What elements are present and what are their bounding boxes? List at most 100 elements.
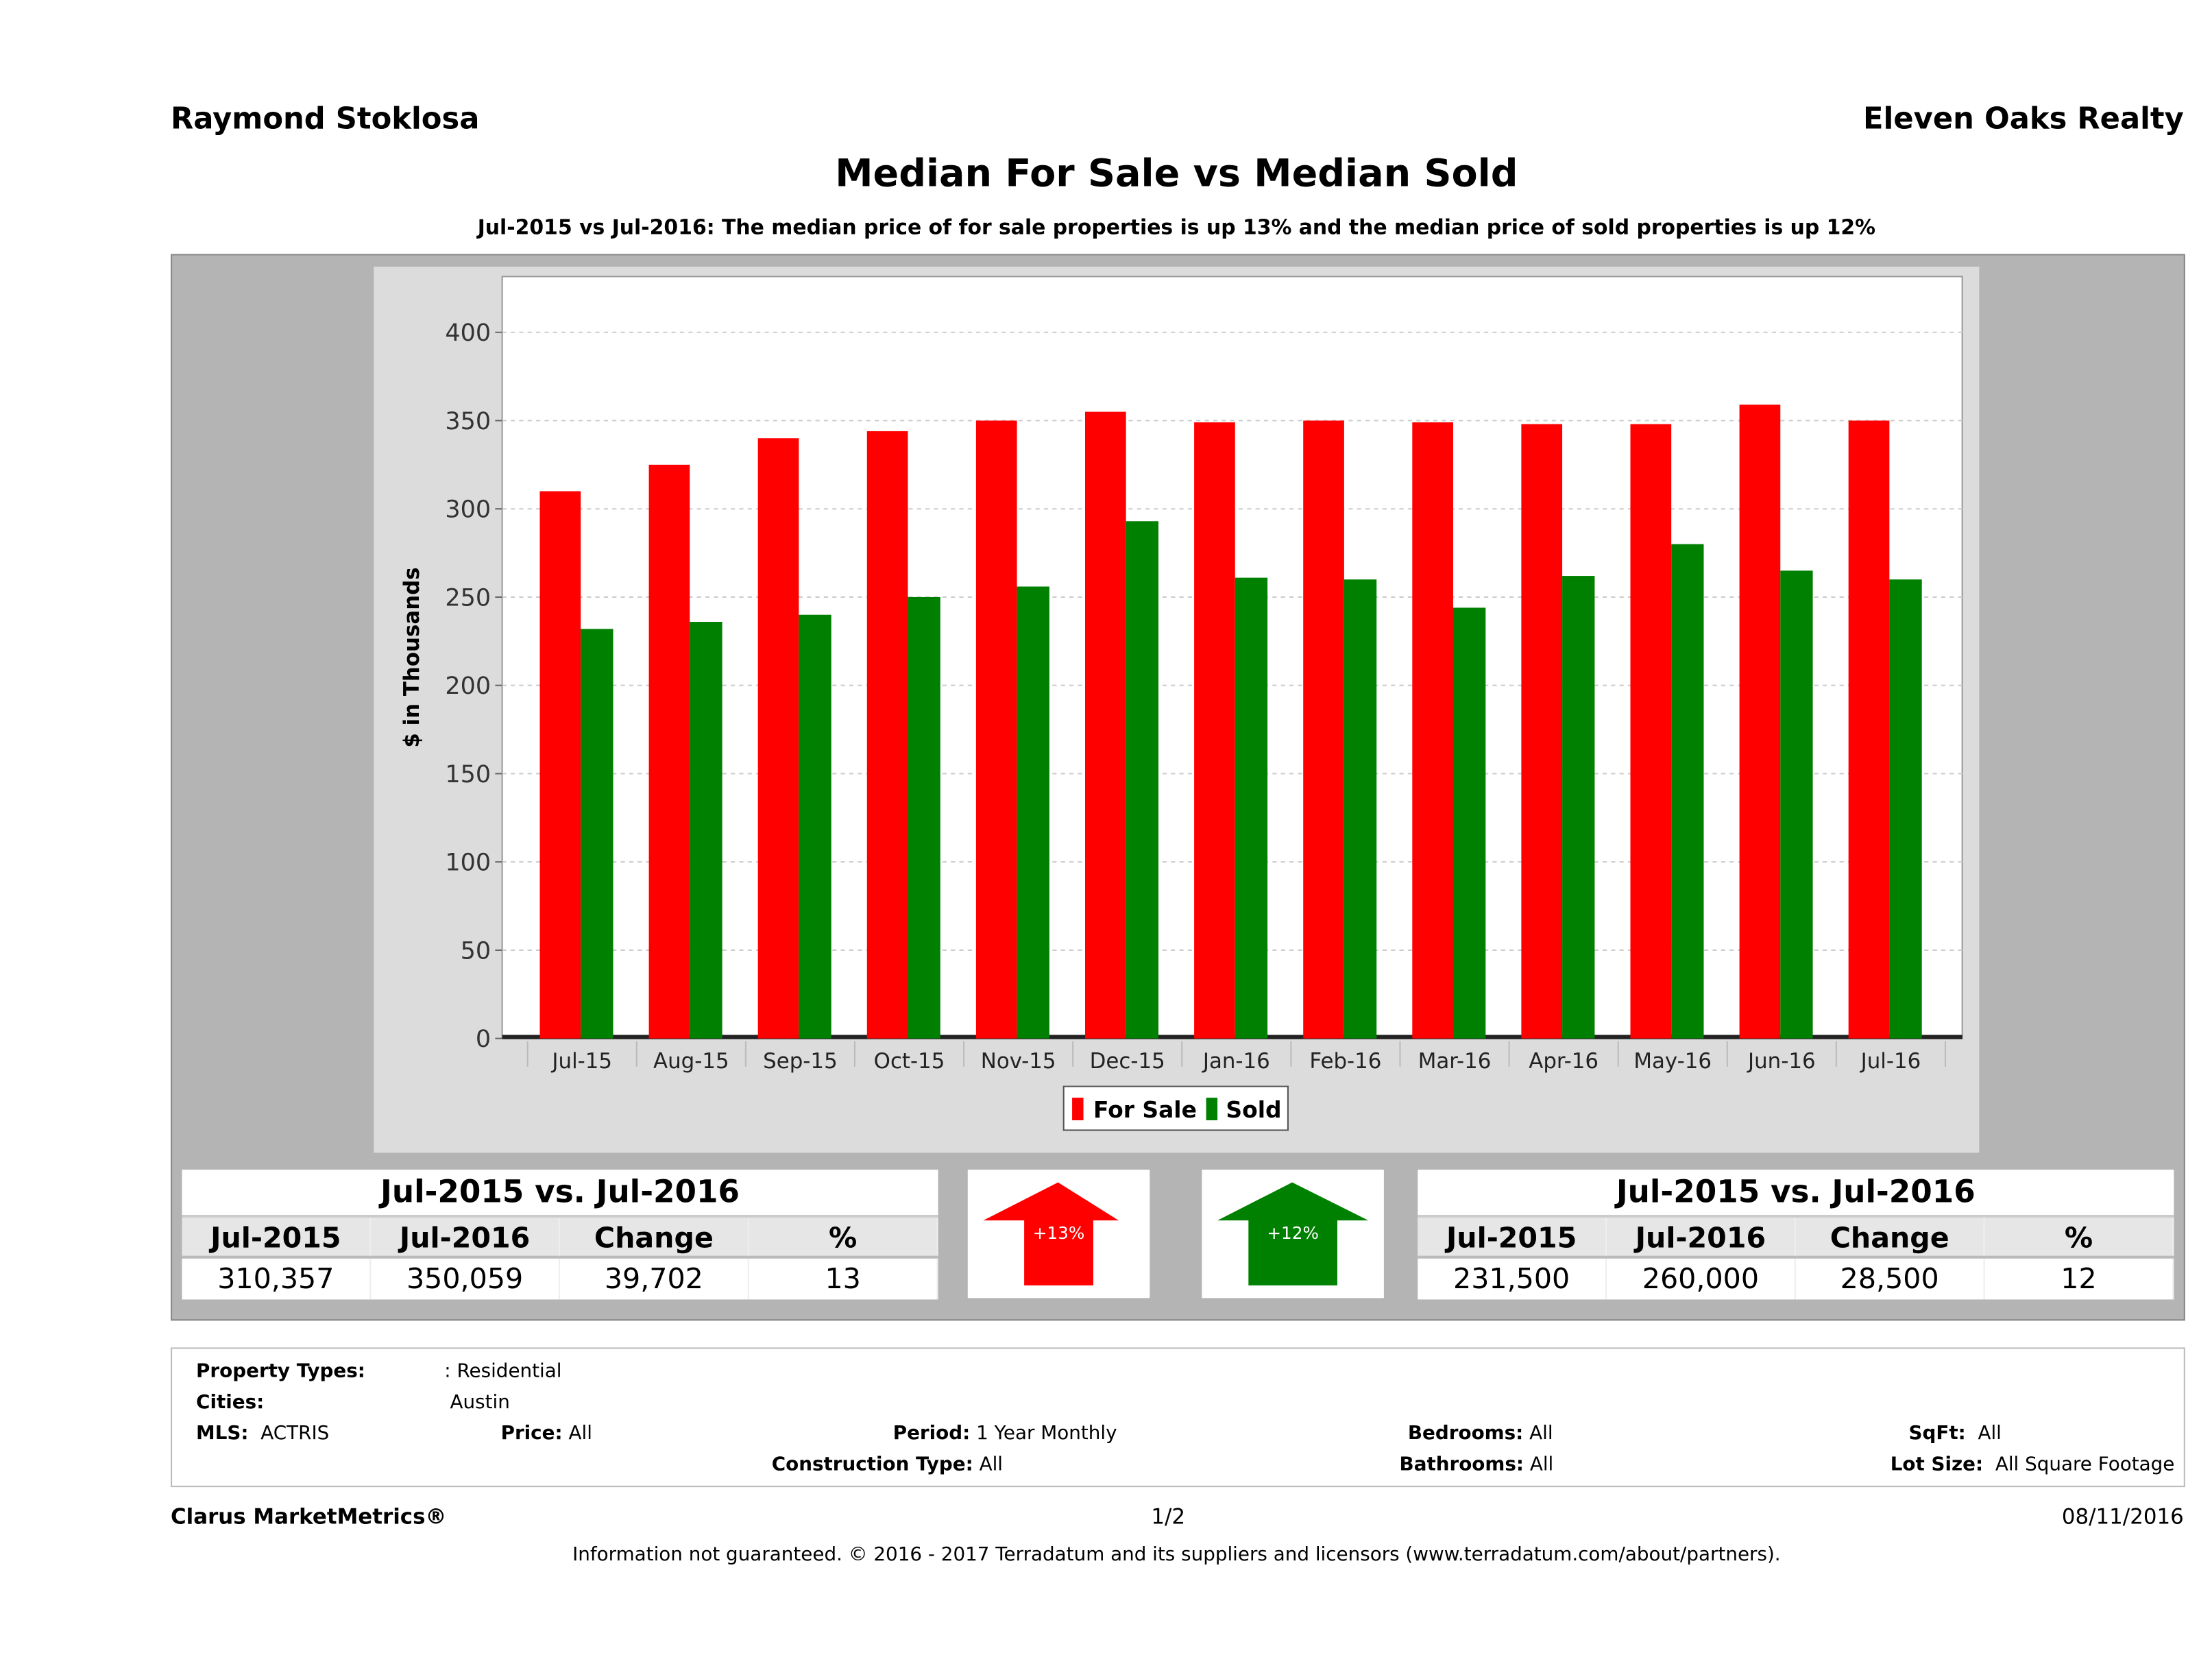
bar-for-sale — [1194, 422, 1235, 1039]
bar-for-sale — [1848, 420, 1890, 1039]
bar-sold — [1017, 586, 1049, 1039]
y-tick-label: 100 — [445, 849, 491, 877]
value-cell: 13 — [749, 1258, 938, 1300]
value-cell: 28,500 — [1796, 1258, 1985, 1300]
y-tick-label: 200 — [445, 673, 491, 700]
x-tick-label: Nov-15 — [981, 1049, 1056, 1074]
y-tick-label: 50 — [461, 937, 491, 965]
bar-sold — [1126, 521, 1159, 1039]
bar-sold — [1453, 607, 1486, 1039]
y-tick-label: 250 — [445, 584, 491, 612]
bar-for-sale — [757, 438, 799, 1039]
header-cell: % — [749, 1218, 938, 1256]
lot-size-label: Lot Size: — [1890, 1453, 1984, 1476]
table-caption: Jul-2015 vs. Jul-2016 — [182, 1170, 938, 1218]
header-cell: % — [1985, 1218, 2174, 1256]
bar-for-sale — [1303, 420, 1344, 1039]
x-tick-label: Dec-15 — [1090, 1049, 1165, 1074]
legend-label-for-sale: For Sale — [1093, 1096, 1197, 1123]
x-tick-label: May-16 — [1633, 1049, 1712, 1074]
search-criteria: Property Types: : Residential Cities: Au… — [171, 1347, 2185, 1488]
value-cell: 39,702 — [560, 1258, 749, 1300]
disclaimer: Information not guaranteed. © 2016 - 201… — [572, 1543, 1781, 1567]
y-axis-label: $ in Thousands — [400, 567, 424, 747]
bar-sold — [1562, 576, 1595, 1039]
y-tick-label: 150 — [445, 761, 491, 788]
x-tick-label: Mar-16 — [1418, 1049, 1492, 1074]
bar-sold — [581, 629, 613, 1039]
x-tick-label: Sep-15 — [763, 1049, 838, 1074]
bar-sold — [1344, 579, 1377, 1039]
construction-label: Construction Type: — [771, 1453, 973, 1476]
construction-value: All — [979, 1453, 1004, 1476]
bar-for-sale — [866, 431, 908, 1039]
property-types-value: : Residential — [444, 1360, 562, 1383]
header-cell: Jul-2015 — [182, 1218, 372, 1256]
value-cell: 12 — [1985, 1258, 2174, 1300]
period-label: Period: — [892, 1422, 971, 1445]
header-cell: Jul-2015 — [1418, 1218, 1607, 1256]
price-value: All — [568, 1422, 592, 1445]
table-caption: Jul-2015 vs. Jul-2016 — [1418, 1170, 2174, 1218]
sold-comparison-table: Jul-2015 vs. Jul-2016 Jul-2015 Jul-2016 … — [1418, 1170, 2174, 1300]
header-cell: Change — [1796, 1218, 1985, 1256]
value-cell: 231,500 — [1418, 1258, 1607, 1300]
cities-label: Cities: — [196, 1391, 265, 1414]
price-label: Price: — [500, 1422, 563, 1445]
x-tick-label: Apr-16 — [1529, 1049, 1599, 1074]
bathrooms-label: Bathrooms: — [1399, 1453, 1524, 1476]
table-header-row: Jul-2015 Jul-2016 Change % — [182, 1218, 938, 1259]
arrow-label: +13% — [1032, 1223, 1085, 1244]
bar-sold — [1889, 579, 1922, 1039]
x-tick-label: Oct-15 — [874, 1049, 945, 1074]
table-row: 231,500 260,000 28,500 12 — [1418, 1258, 2174, 1300]
bar-sold — [908, 596, 940, 1039]
y-tick-label: 0 — [476, 1026, 491, 1053]
for-sale-comparison-table: Jul-2015 vs. Jul-2016 Jul-2015 Jul-2016 … — [182, 1170, 938, 1300]
brokerage-name: Eleven Oaks Realty — [1863, 101, 2184, 136]
for-sale-change-arrow: +13% — [967, 1170, 1150, 1298]
chart-subtitle: Jul-2015 vs Jul-2016: The median price o… — [477, 217, 1876, 240]
bar-for-sale — [1521, 424, 1563, 1039]
property-types-label: Property Types: — [196, 1360, 365, 1383]
chart-panel: 0 50 100 150 200 250 300 350 400 $ in Thousands Ju… — [374, 266, 1980, 1153]
header-cell: Change — [560, 1218, 749, 1256]
table-header-row: Jul-2015 Jul-2016 Change % — [1418, 1218, 2174, 1259]
x-tick-label: Jun-16 — [1747, 1049, 1816, 1074]
period-value: 1 Year Monthly — [976, 1422, 1117, 1445]
bar-sold — [1235, 577, 1268, 1039]
legend-label-sold: Sold — [1226, 1096, 1281, 1123]
legend-swatch-for-sale — [1072, 1098, 1084, 1121]
y-tick-label: 400 — [445, 319, 491, 347]
table-row: 310,357 350,059 39,702 13 — [182, 1258, 938, 1300]
value-cell: 260,000 — [1607, 1258, 1796, 1300]
header-cell: Jul-2016 — [371, 1218, 561, 1256]
chart-container: 0 50 100 150 200 250 300 350 400 $ in Thousands Ju… — [171, 254, 2185, 1321]
sqft-value: All — [1978, 1422, 2002, 1445]
bar-sold — [1671, 544, 1704, 1039]
y-tick-label: 300 — [445, 496, 491, 524]
bar-sold — [690, 622, 722, 1039]
arrow-up-icon — [983, 1182, 1119, 1285]
arrow-label: +12% — [1267, 1223, 1319, 1244]
bar-for-sale — [648, 464, 690, 1039]
arrow-up-icon — [1217, 1182, 1369, 1285]
legend: For Sale Sold — [1062, 1085, 1289, 1131]
mls-label: MLS: — [196, 1422, 249, 1445]
report-date: 08/11/2016 — [2061, 1503, 2184, 1530]
x-tick-label: Jan-16 — [1202, 1049, 1270, 1074]
x-tick-label: Feb-16 — [1309, 1049, 1381, 1074]
legend-swatch-sold — [1206, 1098, 1218, 1121]
bar-for-sale — [975, 420, 1017, 1039]
bar-for-sale — [1412, 422, 1453, 1039]
page-number: 1/2 — [1151, 1503, 1186, 1530]
cities-value: Austin — [450, 1391, 510, 1414]
bar-for-sale — [1739, 404, 1781, 1039]
product-name: Clarus MarketMetrics® — [171, 1503, 447, 1530]
bathrooms-value: All — [1529, 1453, 1554, 1476]
y-tick-label: 350 — [445, 408, 491, 435]
bedrooms-label: Bedrooms: — [1407, 1422, 1524, 1445]
bar-for-sale — [1630, 424, 1672, 1039]
sold-change-arrow: +12% — [1202, 1170, 1384, 1298]
